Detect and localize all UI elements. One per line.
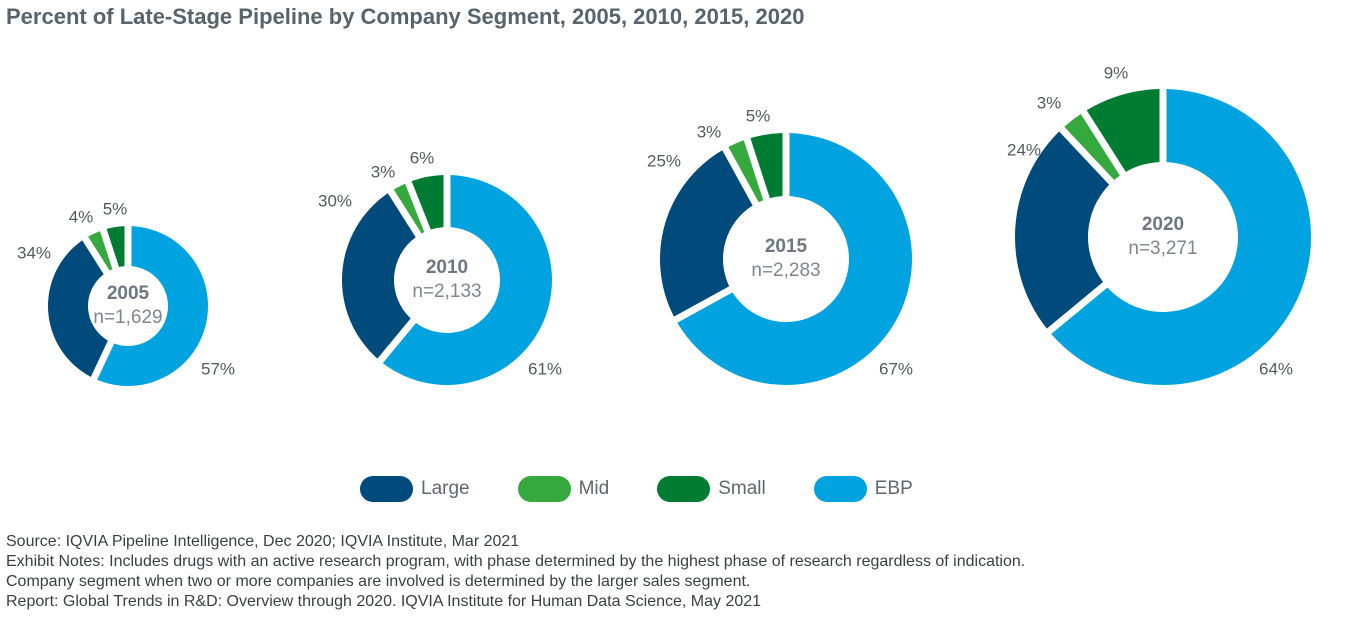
legend-swatch-large xyxy=(360,476,413,502)
label-2010-small: 6% xyxy=(410,148,435,167)
slice-2020-small xyxy=(1086,89,1160,172)
center-n-2010: n=2,133 xyxy=(412,281,481,302)
legend-swatch-small xyxy=(657,476,711,502)
legend-label-large: Large xyxy=(421,478,470,499)
center-year-2005: 2005 xyxy=(107,283,150,304)
legend-item-mid: Mid xyxy=(517,476,610,502)
label-2005-small: 5% xyxy=(103,199,128,218)
donut-2020: 24% 3% 9% 64% 2020 n=3,271 xyxy=(1007,63,1312,385)
label-2005-ebp: 57% xyxy=(201,359,235,378)
company-segment-note: Company segment when two or more compani… xyxy=(6,573,751,590)
slice-2005-small xyxy=(106,226,125,268)
donut-2005: 34% 4% 5% 57% 2005 n=1,629 xyxy=(17,199,235,387)
source-note: Source: IQVIA Pipeline Intelligence, Dec… xyxy=(6,533,520,550)
donut-2010: 30% 3% 6% 61% 2010 n=2,133 xyxy=(318,148,562,386)
center-n-2005: n=1,629 xyxy=(93,307,162,328)
slice-2010-large xyxy=(341,193,416,359)
legend: Large Mid Small EBP xyxy=(360,474,961,504)
legend-swatch-ebp xyxy=(813,476,867,502)
label-2010-large: 30% xyxy=(318,191,352,210)
center-year-2010: 2010 xyxy=(426,257,468,278)
legend-label-ebp: EBP xyxy=(874,478,913,499)
slice-2005-large xyxy=(47,240,108,377)
slice-2015-large xyxy=(659,150,753,317)
donut-2015: 25% 3% 5% 67% 2015 n=2,283 xyxy=(647,106,913,386)
slice-2015-small xyxy=(750,133,783,199)
legend-label-small: Small xyxy=(718,478,766,499)
label-2020-small: 9% xyxy=(1104,63,1129,82)
label-2020-large: 24% xyxy=(1007,140,1041,159)
label-2015-ebp: 67% xyxy=(879,359,913,378)
center-n-2015: n=2,283 xyxy=(751,260,820,281)
center-year-2020: 2020 xyxy=(1142,214,1184,235)
slice-2010-ebp xyxy=(382,175,552,386)
center-year-2015: 2015 xyxy=(765,236,808,257)
label-2020-mid: 3% xyxy=(1037,93,1062,112)
label-2010-ebp: 61% xyxy=(528,359,562,378)
slice-2005-mid xyxy=(88,231,113,271)
label-2010-mid: 3% xyxy=(371,162,396,181)
legend-item-small: Small xyxy=(657,476,766,502)
label-2005-large: 34% xyxy=(17,243,51,262)
legend-swatch-mid xyxy=(517,476,571,502)
slice-2020-ebp xyxy=(1051,89,1312,385)
slice-2020-large xyxy=(1014,131,1110,329)
slice-2010-small xyxy=(411,175,444,230)
exhibit-note: Exhibit Notes: Includes drugs with an ac… xyxy=(6,553,1026,570)
label-2015-large: 25% xyxy=(647,151,681,170)
label-2020-ebp: 64% xyxy=(1259,359,1293,378)
chart-title: Percent of Late-Stage Pipeline by Compan… xyxy=(6,4,805,29)
report-note: Report: Global Trends in R&D: Overview t… xyxy=(6,593,762,610)
slice-2015-ebp xyxy=(677,133,912,386)
donut-charts: 34% 4% 5% 57% 2005 n=1,629 30% 3% 6% 61% 2010 n=2,1… xyxy=(17,63,1312,387)
slice-2005-ebp xyxy=(97,226,209,387)
footnotes: Source: IQVIA Pipeline Intelligence, Dec… xyxy=(6,532,1025,612)
legend-item-ebp: EBP xyxy=(813,476,913,502)
slice-2020-mid xyxy=(1064,113,1120,180)
label-2015-small: 5% xyxy=(746,106,771,125)
legend-item-large: Large xyxy=(360,476,470,502)
label-2005-mid: 4% xyxy=(69,207,94,226)
center-n-2020: n=3,271 xyxy=(1128,238,1197,259)
slice-2010-mid xyxy=(393,183,425,234)
legend-label-mid: Mid xyxy=(578,478,610,499)
slice-2015-mid xyxy=(728,140,764,203)
label-2015-mid: 3% xyxy=(697,122,722,141)
